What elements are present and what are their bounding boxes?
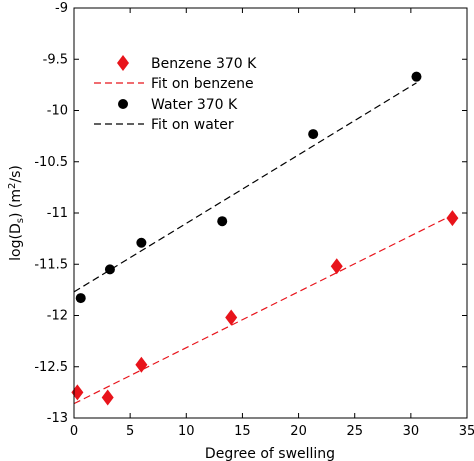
y-tick-label: -13 bbox=[47, 411, 68, 426]
fit-on-water-line bbox=[73, 82, 417, 293]
water-370-k-point bbox=[411, 71, 422, 82]
legend-marker-benzene bbox=[117, 55, 129, 71]
x-tick-label: 0 bbox=[70, 424, 78, 439]
x-tick-label: 15 bbox=[234, 424, 251, 439]
y-tick-label: -9 bbox=[55, 1, 68, 16]
water-370-k-point bbox=[75, 293, 86, 304]
benzene-370-k-point bbox=[135, 356, 148, 373]
legend-label-water: Water 370 K bbox=[151, 97, 238, 113]
fit-on-benzene-line bbox=[73, 214, 453, 405]
water-370-k-point bbox=[136, 237, 147, 248]
legend-label-benzene-fit: Fit on benzene bbox=[151, 76, 254, 92]
y-tick-label: -10.5 bbox=[34, 155, 68, 170]
plot-frame bbox=[73, 7, 468, 419]
x-tick-label: 30 bbox=[403, 424, 420, 439]
water-370-k-point bbox=[104, 264, 115, 275]
legend-label-benzene: Benzene 370 K bbox=[151, 56, 257, 72]
y-tick-label: -9.5 bbox=[43, 52, 68, 67]
y-axis-label: log(Ds) (m2/s) bbox=[7, 165, 26, 261]
y-tick-label: -11 bbox=[47, 206, 68, 221]
y-tick-label: -12 bbox=[47, 309, 68, 324]
benzene-370-k-point bbox=[101, 389, 114, 406]
x-tick-label: 20 bbox=[290, 424, 307, 439]
legend-label-water-fit: Fit on water bbox=[151, 117, 234, 133]
y-tick-label: -10 bbox=[47, 104, 68, 119]
benzene-370-k-point bbox=[330, 258, 343, 275]
x-tick-label: 25 bbox=[346, 424, 363, 439]
benzene-370-k-point bbox=[446, 210, 459, 227]
benzene-370-k-point bbox=[225, 309, 238, 326]
y-tick-label: -11.5 bbox=[34, 257, 68, 272]
x-axis-label: Degree of swelling bbox=[205, 446, 335, 461]
legend-marker-water bbox=[118, 99, 128, 109]
water-370-k-point bbox=[308, 129, 319, 140]
legend: Benzene 370 K Fit on benzene Water 370 K… bbox=[94, 55, 257, 133]
x-tick-label: 10 bbox=[178, 424, 195, 439]
water-370-k-point bbox=[217, 216, 228, 227]
y-tick-label: -12.5 bbox=[34, 360, 68, 375]
x-tick-label: 5 bbox=[126, 424, 134, 439]
x-tick-label: 35 bbox=[459, 424, 474, 439]
